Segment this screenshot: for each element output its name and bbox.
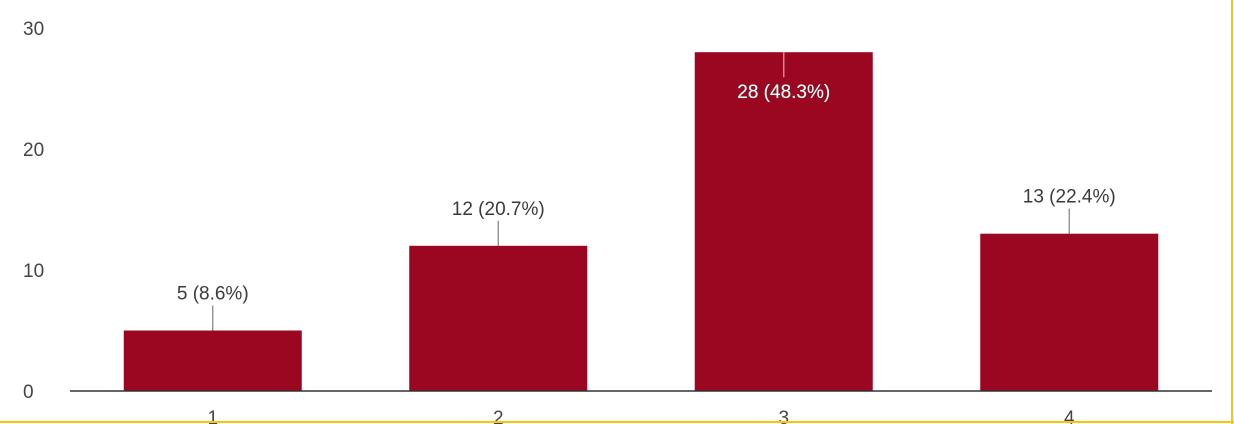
y-tick-label: 0 bbox=[23, 382, 34, 403]
data-labels: 5 (8.6%) 12 (20.7%) 28 (48.3%) 13 (22.4%) bbox=[177, 82, 1116, 305]
bar bbox=[694, 52, 873, 391]
data-label-leaders bbox=[212, 52, 1070, 331]
y-tick-label: 30 bbox=[23, 19, 44, 40]
x-tick-label: 1 bbox=[207, 408, 218, 424]
bar bbox=[123, 330, 302, 391]
x-tick-label: 4 bbox=[1064, 408, 1075, 424]
x-tick-label: 2 bbox=[493, 408, 504, 424]
y-tick-label: 10 bbox=[23, 261, 44, 282]
data-label: 12 (20.7%) bbox=[452, 199, 545, 220]
bar bbox=[980, 233, 1159, 391]
y-tick-label: 20 bbox=[23, 140, 44, 161]
data-label: 5 (8.6%) bbox=[177, 284, 249, 305]
data-label: 28 (48.3%) bbox=[737, 82, 830, 103]
x-tick-label: 3 bbox=[778, 408, 789, 424]
bar bbox=[409, 245, 588, 391]
y-axis-ticks: 0 10 20 30 bbox=[23, 19, 44, 403]
bars bbox=[123, 52, 1159, 391]
data-label: 13 (22.4%) bbox=[1023, 187, 1116, 208]
x-axis-ticks: 1 2 3 4 bbox=[207, 408, 1075, 424]
